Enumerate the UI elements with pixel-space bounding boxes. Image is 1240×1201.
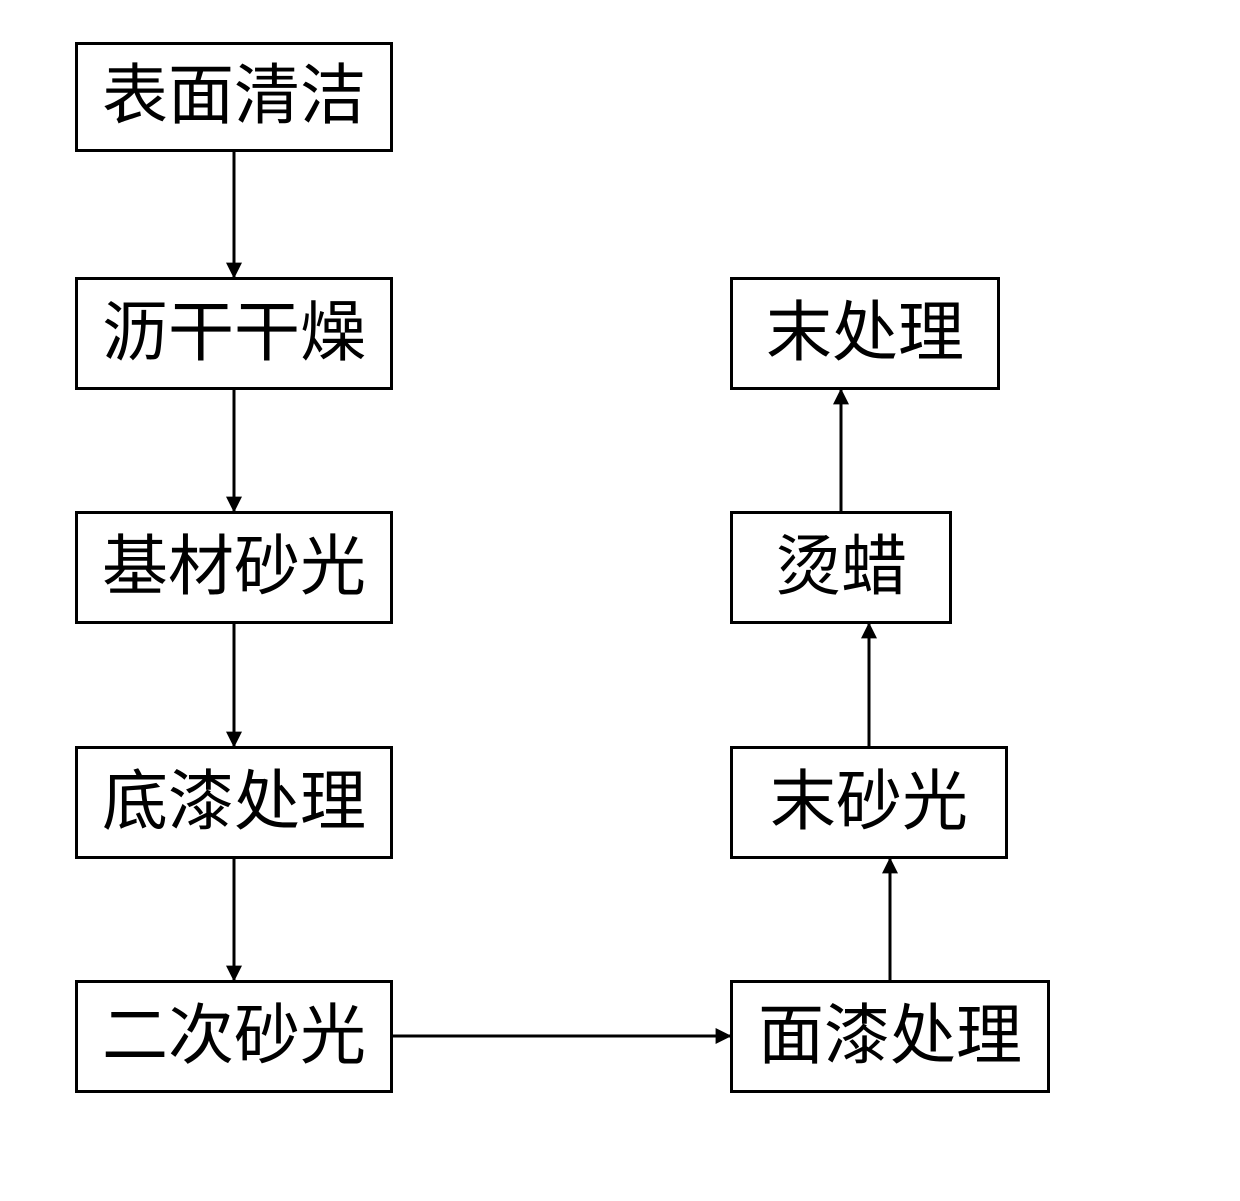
flow-node-hot-wax: 烫蜡	[730, 511, 952, 624]
flow-node-label: 烫蜡	[775, 535, 907, 601]
flow-node-label: 二次砂光	[102, 1004, 366, 1070]
flow-node-drain-dry: 沥干干燥	[75, 277, 393, 390]
flow-node-label: 底漆处理	[102, 770, 366, 836]
flow-node-label: 末砂光	[770, 770, 968, 836]
flow-node-label: 面漆处理	[758, 1004, 1022, 1070]
flow-node-label: 沥干干燥	[102, 301, 366, 367]
flow-node-final-treatment: 末处理	[730, 277, 1000, 390]
flow-node-primer-treatment: 底漆处理	[75, 746, 393, 859]
flow-node-secondary-sanding: 二次砂光	[75, 980, 393, 1093]
flow-node-surface-cleaning: 表面清洁	[75, 42, 393, 152]
flow-node-label: 基材砂光	[102, 535, 366, 601]
flow-node-substrate-sanding: 基材砂光	[75, 511, 393, 624]
flow-node-label: 末处理	[766, 301, 964, 367]
flow-node-topcoat-treatment: 面漆处理	[730, 980, 1050, 1093]
flow-node-label: 表面清洁	[102, 64, 366, 130]
process-flowchart: 表面清洁 沥干干燥 基材砂光 底漆处理 二次砂光 面漆处理 末砂光 烫蜡 末处理	[0, 0, 1240, 1201]
flow-node-final-sanding: 末砂光	[730, 746, 1008, 859]
